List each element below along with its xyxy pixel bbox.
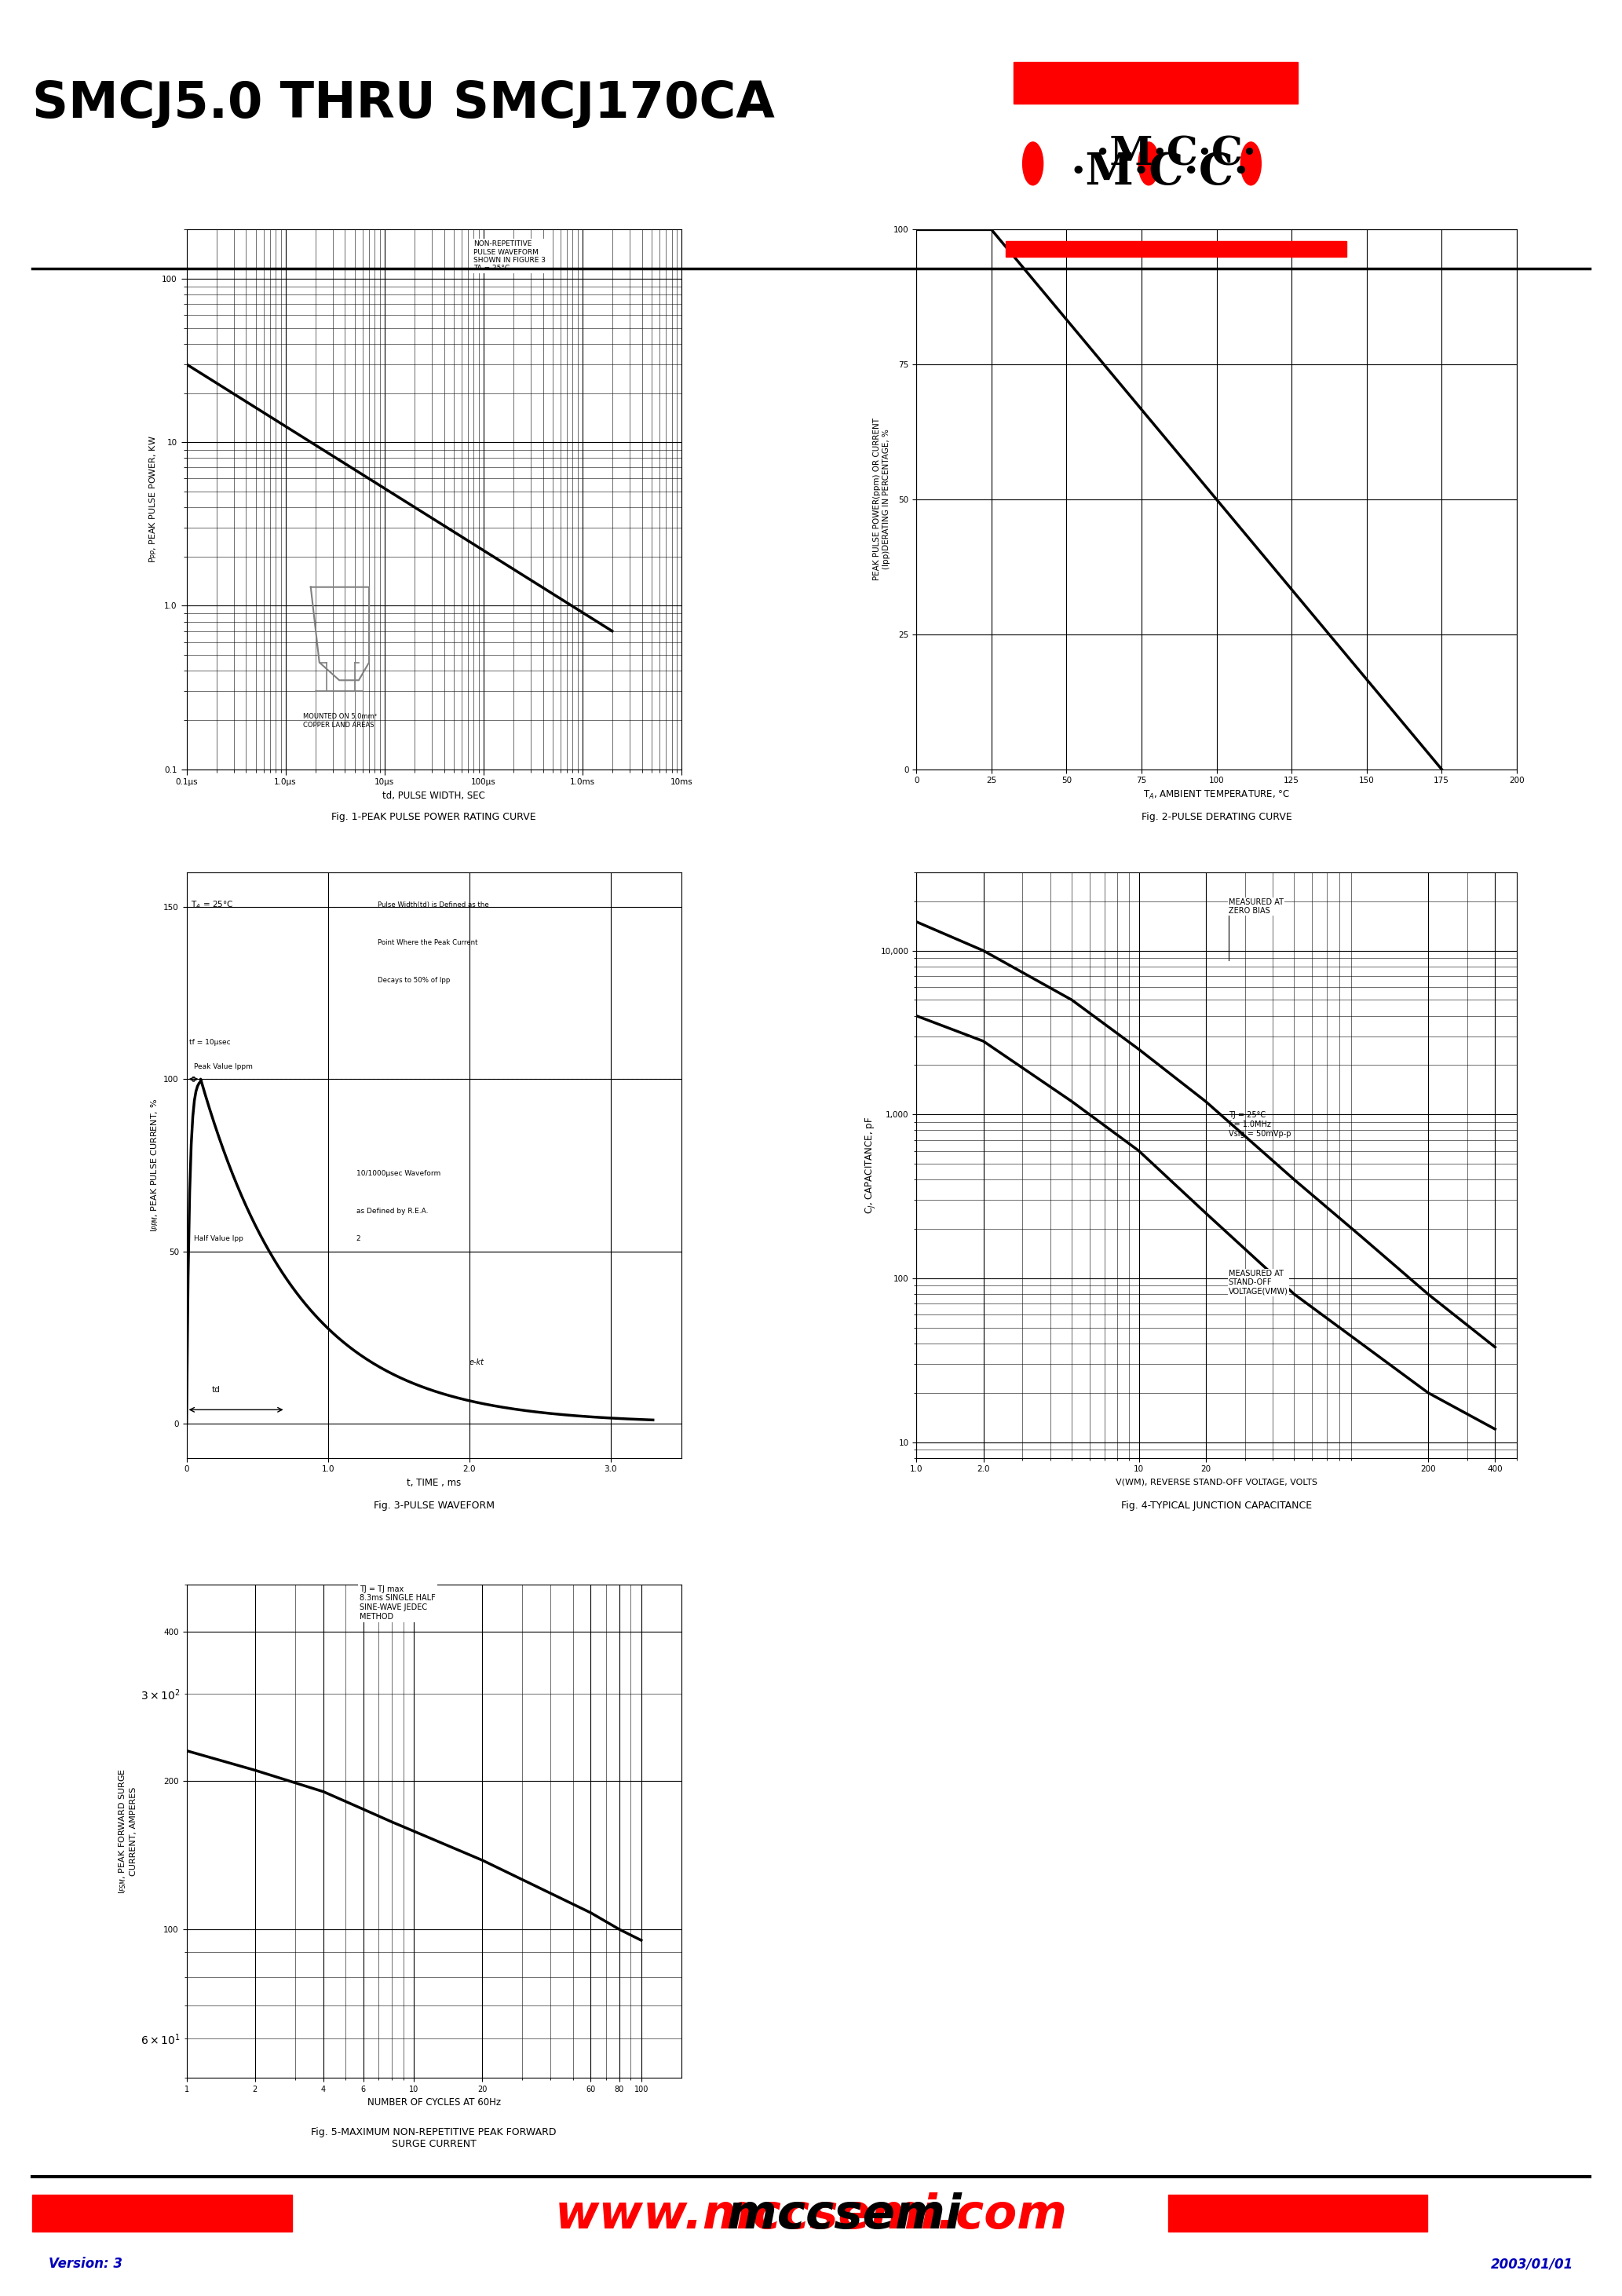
Text: www.mccsemi.com: www.mccsemi.com xyxy=(555,2193,1067,2239)
Text: SMCJ5.0 THRU SMCJ170CA: SMCJ5.0 THRU SMCJ170CA xyxy=(32,78,775,129)
Text: Fig. 3-PULSE WAVEFORM: Fig. 3-PULSE WAVEFORM xyxy=(373,1502,495,1511)
Text: e-kt: e-kt xyxy=(469,1359,483,1366)
Ellipse shape xyxy=(1241,142,1262,186)
Text: as Defined by R.E.A.: as Defined by R.E.A. xyxy=(357,1208,428,1215)
Ellipse shape xyxy=(1023,142,1043,186)
X-axis label: V(WM), REVERSE STAND-OFF VOLTAGE, VOLTS: V(WM), REVERSE STAND-OFF VOLTAGE, VOLTS xyxy=(1116,1479,1317,1486)
X-axis label: T$_A$, AMBIENT TEMPERATURE, °C: T$_A$, AMBIENT TEMPERATURE, °C xyxy=(1144,790,1289,801)
Text: 2003/01/01: 2003/01/01 xyxy=(1491,2257,1573,2271)
Text: td: td xyxy=(212,1387,221,1394)
Text: Half Value Ipp: Half Value Ipp xyxy=(193,1235,243,1242)
Y-axis label: PEAK PULSE POWER(ppm) OR CURRENT
(Ipp)DERATING IN PERCENTAGE, %: PEAK PULSE POWER(ppm) OR CURRENT (Ipp)DE… xyxy=(873,418,890,581)
Y-axis label: I$_{PPM}$, PEAK PULSE CURRENT, %: I$_{PPM}$, PEAK PULSE CURRENT, % xyxy=(149,1097,161,1233)
Text: Peak Value Ippm: Peak Value Ippm xyxy=(193,1063,253,1070)
Text: Fig. 5-MAXIMUM NON-REPETITIVE PEAK FORWARD
SURGE CURRENT: Fig. 5-MAXIMUM NON-REPETITIVE PEAK FORWA… xyxy=(311,2126,556,2149)
Ellipse shape xyxy=(1139,142,1158,186)
Text: 2: 2 xyxy=(357,1235,360,1242)
X-axis label: NUMBER OF CYCLES AT 60Hz: NUMBER OF CYCLES AT 60Hz xyxy=(367,2099,501,2108)
Text: Decays to 50% of Ipp: Decays to 50% of Ipp xyxy=(378,978,449,985)
Y-axis label: C$_J$, CAPACITANCE, pF: C$_J$, CAPACITANCE, pF xyxy=(865,1116,878,1215)
Y-axis label: I$_{FSM}$, PEAK FORWARD SURGE
CURRENT, AMPERES: I$_{FSM}$, PEAK FORWARD SURGE CURRENT, A… xyxy=(117,1768,138,1894)
Text: MOUNTED ON 5.0mm²
COPPER LAND AREAS: MOUNTED ON 5.0mm² COPPER LAND AREAS xyxy=(303,714,376,728)
Text: Fig. 1-PEAK PULSE POWER RATING CURVE: Fig. 1-PEAK PULSE POWER RATING CURVE xyxy=(331,813,537,822)
X-axis label: td, PULSE WIDTH, SEC: td, PULSE WIDTH, SEC xyxy=(383,790,485,801)
Text: Point Where the Peak Current: Point Where the Peak Current xyxy=(378,939,477,946)
Text: Version: 3: Version: 3 xyxy=(49,2257,122,2271)
Text: Fig. 2-PULSE DERATING CURVE: Fig. 2-PULSE DERATING CURVE xyxy=(1142,813,1291,822)
Text: mccsemi: mccsemi xyxy=(660,2193,962,2239)
Text: TJ = TJ max
8.3ms SINGLE HALF
SINE-WAVE JEDEC
METHOD: TJ = TJ max 8.3ms SINGLE HALF SINE-WAVE … xyxy=(360,1584,436,1621)
Text: Pulse Width(td) is Defined as the: Pulse Width(td) is Defined as the xyxy=(378,902,488,909)
Text: MEASURED AT
ZERO BIAS: MEASURED AT ZERO BIAS xyxy=(1228,898,1283,916)
Text: ·M·C·C·: ·M·C·C· xyxy=(1071,152,1249,193)
Text: TJ = 25°C
f = 1.0MHz
Vsig = 50mVp-p: TJ = 25°C f = 1.0MHz Vsig = 50mVp-p xyxy=(1228,1111,1291,1137)
Text: 10/1000μsec Waveform: 10/1000μsec Waveform xyxy=(357,1171,440,1178)
Text: MEASURED AT
STAND-OFF
VOLTAGE(VMW): MEASURED AT STAND-OFF VOLTAGE(VMW) xyxy=(1228,1270,1288,1295)
Text: T$_A$ = 25°C: T$_A$ = 25°C xyxy=(191,900,234,909)
X-axis label: t, TIME , ms: t, TIME , ms xyxy=(407,1479,461,1488)
Y-axis label: P$_{PP}$, PEAK PULSE POWER, KW: P$_{PP}$, PEAK PULSE POWER, KW xyxy=(148,436,159,563)
Text: NON-REPETITIVE
PULSE WAVEFORM
SHOWN IN FIGURE 3
TA = 25°C: NON-REPETITIVE PULSE WAVEFORM SHOWN IN F… xyxy=(474,241,545,271)
Text: tf = 10μsec: tf = 10μsec xyxy=(190,1040,230,1047)
Text: Fig. 4-TYPICAL JUNCTION CAPACITANCE: Fig. 4-TYPICAL JUNCTION CAPACITANCE xyxy=(1121,1502,1312,1511)
Text: ·M·C·C·: ·M·C·C· xyxy=(1096,135,1255,174)
